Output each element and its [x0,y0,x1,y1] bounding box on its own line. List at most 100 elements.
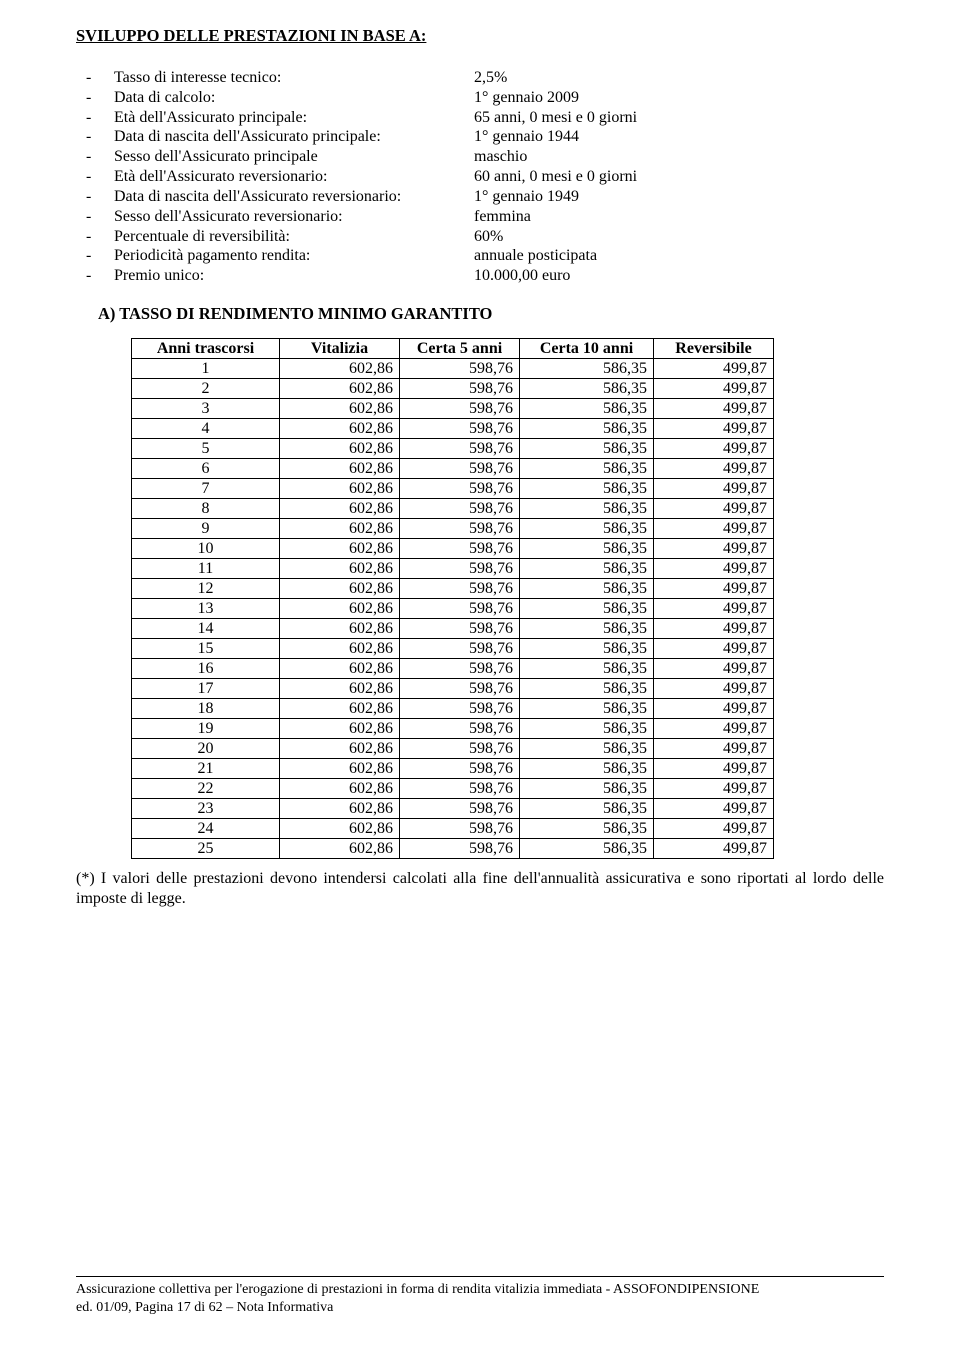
param-label: Sesso dell'Assicurato principale [114,147,474,167]
param-row: -Età dell'Assicurato principale:65 anni,… [76,108,884,128]
param-row: -Data di nascita dell'Assicurato princip… [76,127,884,147]
table-row: 22602,86598,76586,35499,87 [132,779,774,799]
table-cell: 602,86 [280,579,400,599]
table-cell: 25 [132,839,280,859]
table-cell: 586,35 [520,659,654,679]
table-cell: 602,86 [280,739,400,759]
table-cell: 17 [132,679,280,699]
table-row: 2602,86598,76586,35499,87 [132,379,774,399]
table-row: 25602,86598,76586,35499,87 [132,839,774,859]
footer-line-1: Assicurazione collettiva per l'erogazion… [76,1281,884,1299]
table-cell: 3 [132,399,280,419]
param-row: -Percentuale di reversibilità:60% [76,227,884,247]
table-cell: 499,87 [654,359,774,379]
list-dash: - [76,187,114,207]
param-label: Tasso di interesse tecnico: [114,68,474,88]
table-cell: 598,76 [400,739,520,759]
list-dash: - [76,147,114,167]
table-cell: 586,35 [520,559,654,579]
table-cell: 586,35 [520,459,654,479]
table-cell: 14 [132,619,280,639]
table-row: 10602,86598,76586,35499,87 [132,539,774,559]
param-value: 60 anni, 0 mesi e 0 giorni [474,167,884,187]
param-row: -Età dell'Assicurato reversionario:60 an… [76,167,884,187]
table-cell: 499,87 [654,559,774,579]
table-cell: 586,35 [520,639,654,659]
list-dash: - [76,108,114,128]
param-label: Data di nascita dell'Assicurato principa… [114,127,474,147]
table-cell: 23 [132,799,280,819]
table-row: 7602,86598,76586,35499,87 [132,479,774,499]
table-cell: 499,87 [654,779,774,799]
page: SVILUPPO DELLE PRESTAZIONI IN BASE A: -T… [0,0,960,1356]
table-cell: 598,76 [400,479,520,499]
table-cell: 499,87 [654,799,774,819]
table-body: 1602,86598,76586,35499,872602,86598,7658… [132,359,774,859]
table-row: 21602,86598,76586,35499,87 [132,759,774,779]
table-cell: 499,87 [654,659,774,679]
parameter-list: -Tasso di interesse tecnico:2,5%-Data di… [76,68,884,286]
table-cell: 499,87 [654,539,774,559]
table-cell: 602,86 [280,679,400,699]
list-dash: - [76,246,114,266]
table-cell: 586,35 [520,839,654,859]
table-cell: 24 [132,819,280,839]
table-cell: 586,35 [520,359,654,379]
table-cell: 598,76 [400,519,520,539]
table-cell: 598,76 [400,459,520,479]
param-row: -Data di nascita dell'Assicurato reversi… [76,187,884,207]
param-value: 1° gennaio 1949 [474,187,884,207]
table-cell: 602,86 [280,519,400,539]
table-row: 17602,86598,76586,35499,87 [132,679,774,699]
page-title: SVILUPPO DELLE PRESTAZIONI IN BASE A: [76,26,884,46]
param-row: -Sesso dell'Assicurato principalemaschio [76,147,884,167]
param-value: annuale posticipata [474,246,884,266]
table-cell: 602,86 [280,799,400,819]
table-cell: 21 [132,759,280,779]
table-cell: 586,35 [520,419,654,439]
param-value: 1° gennaio 1944 [474,127,884,147]
table-cell: 598,76 [400,839,520,859]
table-cell: 499,87 [654,739,774,759]
table-cell: 598,76 [400,639,520,659]
table-cell: 602,86 [280,379,400,399]
table-cell: 499,87 [654,419,774,439]
table-cell: 586,35 [520,579,654,599]
param-value: femmina [474,207,884,227]
param-value: 1° gennaio 2009 [474,88,884,108]
table-cell: 499,87 [654,399,774,419]
list-dash: - [76,68,114,88]
table-cell: 18 [132,699,280,719]
table-cell: 499,87 [654,819,774,839]
list-dash: - [76,227,114,247]
param-value: 2,5% [474,68,884,88]
table-row: 4602,86598,76586,35499,87 [132,419,774,439]
param-value: 60% [474,227,884,247]
table-cell: 499,87 [654,699,774,719]
table-row: 11602,86598,76586,35499,87 [132,559,774,579]
table-cell: 602,86 [280,399,400,419]
table-cell: 586,35 [520,379,654,399]
param-label: Premio unico: [114,266,474,286]
table-cell: 602,86 [280,539,400,559]
table-cell: 2 [132,379,280,399]
table-row: 20602,86598,76586,35499,87 [132,739,774,759]
table-row: 5602,86598,76586,35499,87 [132,439,774,459]
col-header-certa5: Certa 5 anni [400,339,520,359]
table-cell: 598,76 [400,759,520,779]
table-cell: 598,76 [400,559,520,579]
table-cell: 12 [132,579,280,599]
table-row: 1602,86598,76586,35499,87 [132,359,774,379]
table-cell: 586,35 [520,599,654,619]
table-header-row: Anni trascorsi Vitalizia Certa 5 anni Ce… [132,339,774,359]
table-cell: 602,86 [280,839,400,859]
table-cell: 499,87 [654,639,774,659]
table-cell: 598,76 [400,819,520,839]
table-cell: 602,86 [280,659,400,679]
table-cell: 15 [132,639,280,659]
table-cell: 586,35 [520,479,654,499]
page-footer: Assicurazione collettiva per l'erogazion… [76,1276,884,1316]
table-row: 23602,86598,76586,35499,87 [132,799,774,819]
table-cell: 586,35 [520,539,654,559]
table-cell: 602,86 [280,459,400,479]
